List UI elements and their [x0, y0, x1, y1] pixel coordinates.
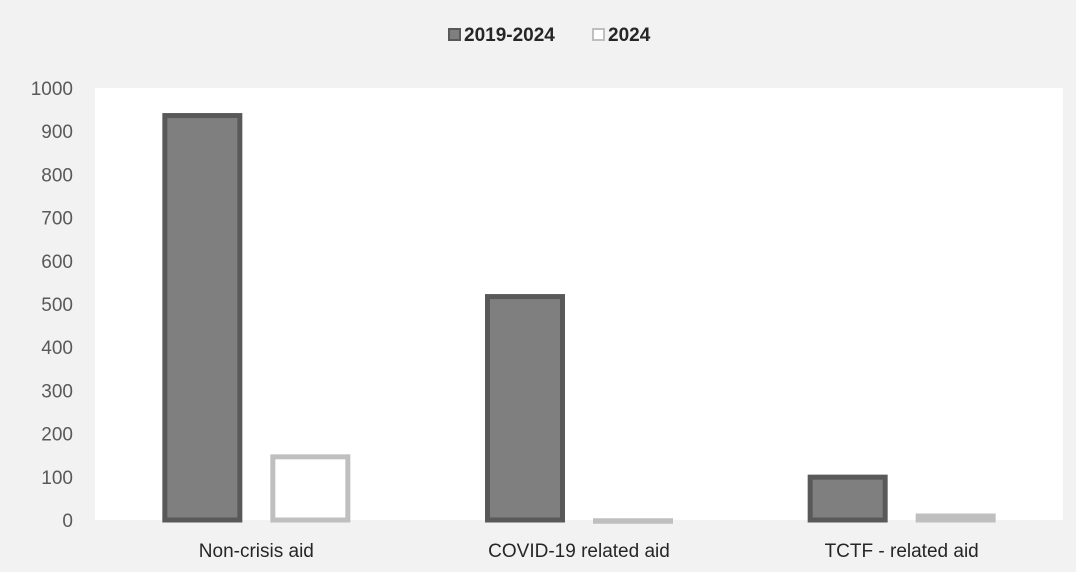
bars	[162, 113, 996, 524]
legend: 2019-2024 2024	[448, 25, 651, 46]
x-axis: Non-crisis aid COVID-19 related aid TCTF -…	[199, 541, 979, 562]
y-tick-label: 400	[41, 338, 73, 359]
bar-series-2	[593, 518, 673, 524]
bar-series-1	[485, 294, 565, 523]
bar-series-1	[162, 113, 243, 523]
bar-series-2	[915, 513, 996, 523]
y-tick-label: 700	[41, 209, 73, 230]
legend-swatch-series-1	[448, 28, 461, 41]
y-tick-label: 300	[41, 381, 73, 402]
x-category-label: Non-crisis aid	[199, 541, 314, 562]
y-tick-label: 500	[41, 295, 73, 316]
legend-label-series-1: 2019-2024	[464, 25, 555, 46]
legend-swatch-series-2	[592, 28, 605, 41]
legend-label-series-2: 2024	[608, 25, 651, 46]
y-tick-label: 100	[41, 468, 73, 489]
y-tick-label: 800	[41, 165, 73, 186]
y-tick-label: 1000	[31, 79, 73, 100]
y-tick-label: 200	[41, 425, 73, 446]
y-tick-label: 900	[41, 122, 73, 143]
y-axis: 0 100 200 300 400 500 600 700 800 900 1000	[31, 79, 73, 532]
x-category-label: COVID-19 related aid	[488, 541, 670, 562]
bar-series-2	[270, 454, 351, 523]
y-tick-label: 0	[62, 511, 73, 532]
plot-area	[95, 88, 1063, 520]
y-tick-label: 600	[41, 252, 73, 273]
x-category-label: TCTF - related aid	[825, 541, 979, 562]
bar-series-1	[807, 474, 888, 523]
